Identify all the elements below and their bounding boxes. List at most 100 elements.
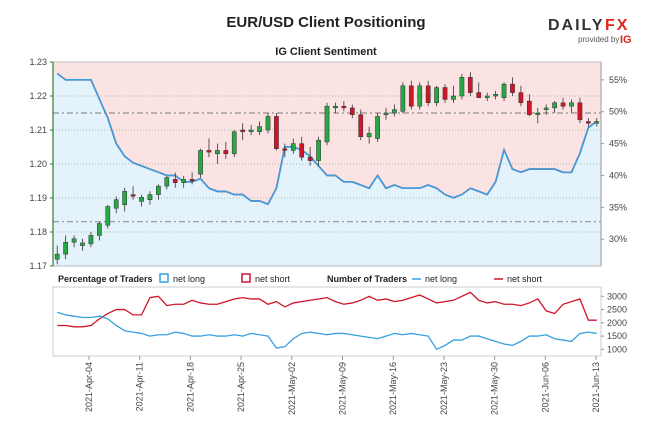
candle-43 [417,82,423,110]
candle-body-47 [451,95,456,100]
candle-body-53 [501,83,507,98]
date-tick-label-4: 2021-May-02 [287,362,297,415]
candle-61 [569,99,574,113]
candle-body-59 [552,102,557,109]
price-sentiment-panel: 1.17 1.18 1.19 1.20 1.21 1.22 1.23 30% 35% 40% 45… [29,57,627,271]
candle-body-40 [392,109,397,114]
candle-15 [181,175,187,188]
date-tick-label-1: 2021-Apr-11 [135,362,145,411]
candle-body-41 [400,85,406,112]
candle-23 [248,124,254,136]
candle-body-3 [80,242,85,246]
pct-tick-label-4: 50% [609,107,627,117]
candle-48 [459,73,465,100]
candle-body-1 [63,241,69,255]
net-long-count-line [57,311,597,351]
candle-body-20 [223,150,229,155]
count-tick-label-0: 1000 [607,344,627,354]
candle-5 [97,221,102,241]
candle-2 [71,235,77,248]
percent-axis: 30% 35% 40% 45% 50% 55% [600,62,627,266]
candle-35 [349,104,355,119]
chart-title: EUR/USD Client Positioning [226,14,425,31]
legend-net-short-swatch [241,273,251,283]
candle-42 [408,80,414,110]
candle-54 [510,77,515,96]
candle-body-19 [215,150,220,155]
candle-body-51 [484,95,490,98]
count-tick-label-3: 2500 [607,305,627,315]
candle-body-21 [231,131,237,155]
legend-num-label: Number of Traders [327,274,407,284]
candle-body-9 [130,194,136,197]
candle-59 [552,101,557,113]
price-tick-label-2: 1.19 [29,193,47,203]
candle-53 [501,82,507,102]
candle-34 [341,101,347,112]
candle-body-10 [139,197,144,202]
candle-9 [130,186,136,200]
count-tick-label-4: 3000 [607,291,627,301]
candle-body-6 [105,206,111,226]
candle-16 [189,172,195,185]
candle-60 [560,97,566,110]
candle-37 [366,126,372,144]
candle-body-50 [476,92,482,98]
candle-body-57 [535,112,541,115]
candle-body-61 [569,102,574,107]
candle-3 [80,238,85,251]
candle-17 [198,148,203,178]
candle-body-25 [265,116,271,131]
candle-body-18 [206,150,212,153]
candle-body-15 [181,179,187,183]
date-axis: 2021-Apr-04 2021-Apr-11 2021-Apr-18 2021-Ap… [84,356,601,415]
candle-47 [451,85,456,103]
candle-body-4 [88,235,94,245]
candle-body-45 [434,87,439,104]
candle-body-39 [383,112,389,115]
legend-pct-label: Percentage of Traders [58,274,153,284]
candle-body-14 [172,179,178,183]
candle-body-17 [198,150,203,175]
candle-18 [206,138,212,158]
candle-body-43 [417,85,423,107]
date-tick-label-6: 2021-May-16 [388,362,398,415]
candle-body-62 [577,102,583,121]
candle-63 [585,118,591,127]
net-long-area [53,73,601,266]
candle-12 [156,184,161,200]
date-tick-label-5: 2021-May-09 [338,362,348,415]
logo-text-fx: FX [605,17,629,34]
pct-tick-label-5: 55% [609,75,627,85]
candle-body-38 [375,116,380,139]
trader-count-panel: 1000 1500 2000 2500 3000 [52,286,627,357]
candle-1 [63,235,69,260]
candle-20 [223,141,229,159]
candle-38 [375,113,380,142]
candle-body-58 [543,107,549,110]
candle-27 [282,143,288,158]
logo-provided-by: provided by [578,35,619,44]
date-tick-label-8: 2021-May-30 [490,362,500,415]
candle-19 [215,143,220,164]
count-tick-label-1: 1500 [607,331,627,341]
candle-39 [383,107,389,120]
legend-net-short-count: net short [507,274,543,284]
logo-text-daily: DAILY [548,17,605,34]
legend-net-long-count: net long [425,274,457,284]
date-tick-label-10: 2021-Jun-13 [591,362,601,413]
candle-body-2 [71,238,77,243]
candle-22 [240,123,246,141]
pct-tick-label-0: 30% [609,234,627,244]
candle-33 [333,102,338,113]
candle-56 [526,94,532,117]
candle-30 [307,147,313,166]
candle-body-60 [560,102,566,107]
candle-25 [265,113,271,134]
candle-body-46 [442,87,448,100]
candle-58 [543,104,549,115]
candle-0 [54,245,60,265]
price-tick-label-1: 1.18 [29,227,47,237]
candle-body-42 [408,85,414,107]
